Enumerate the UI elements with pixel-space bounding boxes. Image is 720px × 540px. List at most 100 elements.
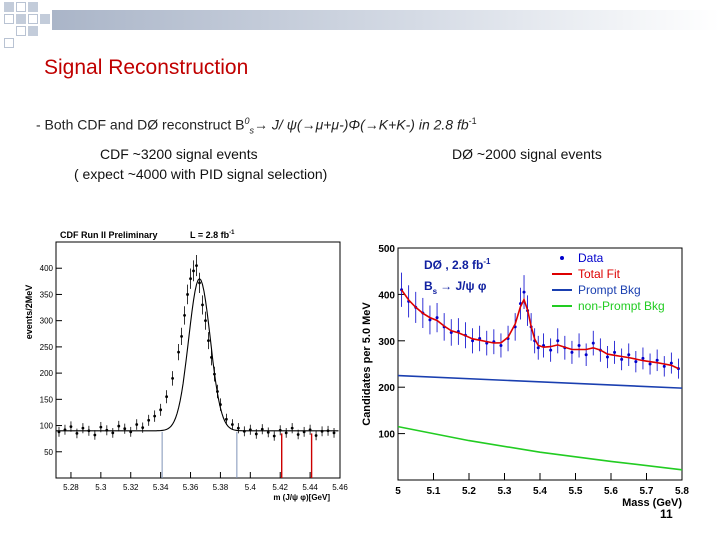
cdf-data-point xyxy=(171,376,174,380)
d0-x-tick-label: 5.3 xyxy=(498,486,512,497)
d0-y-tick-label: 100 xyxy=(378,430,395,441)
d0-x-tick-label: 5.4 xyxy=(533,486,547,497)
bullet-prefix: - Both CDF and DØ reconstruct B xyxy=(36,116,245,133)
cdf-data-point xyxy=(266,430,270,434)
cdf-data-point xyxy=(320,429,324,433)
d0-data-point xyxy=(613,350,617,354)
d0-x-tick-label: 5.1 xyxy=(427,486,441,497)
cdf-data-point xyxy=(302,430,306,434)
d0-data-point xyxy=(662,364,666,368)
cdf-ticks: 5.28 5.3 5.32 5.34 5.36 5.38 5.4 5.42 5.44 5.46 50… xyxy=(40,264,349,492)
d0-y-tick-label: 200 xyxy=(378,383,395,394)
cdf-data-point xyxy=(177,350,180,354)
page-number: 11 xyxy=(660,507,673,521)
cdf-data-point xyxy=(129,430,133,434)
cdf-data-point xyxy=(296,433,300,436)
cdf-y-tick-label: 350 xyxy=(40,290,54,299)
d0-data-point xyxy=(605,355,609,359)
d0-y-tick-label: 400 xyxy=(378,290,395,301)
cdf-data-point xyxy=(236,426,240,430)
cdf-data-point xyxy=(332,431,336,435)
cdf-data-point xyxy=(213,372,216,376)
d0-decay-label: Bs → J/ψ φ xyxy=(424,279,487,296)
cdf-data-point xyxy=(192,269,195,273)
cdf-data-point xyxy=(135,423,139,426)
d0-legend: Data Total Fit Prompt Bkg non-Prompt Bkg xyxy=(552,251,665,313)
d0-data-point xyxy=(577,343,581,347)
d0-legend-entry: Prompt Bkg xyxy=(578,283,641,297)
cdf-data-point xyxy=(87,429,91,433)
cdf-data-point xyxy=(225,417,228,421)
d0-legend-entry: Data xyxy=(578,251,604,265)
d0-prompt-bkg-line xyxy=(397,374,683,389)
d0-x-tick-label: 5.2 xyxy=(462,486,476,497)
cdf-data-point xyxy=(180,335,183,338)
cdf-data-point xyxy=(75,432,79,435)
d0-data-point xyxy=(669,361,673,365)
d0-data-point xyxy=(627,353,631,357)
cdf-x-tick-label: 5.42 xyxy=(272,483,288,492)
cdf-data-point xyxy=(216,390,219,393)
d0-data-point xyxy=(435,316,439,320)
d0-data-point xyxy=(641,356,645,360)
bullet-unit-sup: -1 xyxy=(468,116,477,126)
cdf-data-point xyxy=(186,293,189,296)
d0-decay-b: B xyxy=(424,279,433,293)
cdf-lumi-sup: -1 xyxy=(229,230,235,236)
cdf-x-tick-label: 5.38 xyxy=(213,483,229,492)
d0-events-label: DØ ~2000 signal events xyxy=(452,146,602,162)
cdf-x-tick-label: 5.28 xyxy=(63,483,79,492)
cdf-x-tick-label: 5.3 xyxy=(95,483,107,492)
cdf-data-point xyxy=(69,425,73,429)
cdf-data-point xyxy=(63,428,67,432)
corner-decoration xyxy=(0,0,60,48)
d0-y-tick-label: 300 xyxy=(378,337,395,348)
d0-ticks: 5 5.1 5.2 5.3 5.4 5.5 5.6 5.7 5.8 100 200 300 400 500 xyxy=(378,244,689,497)
cdf-data-point xyxy=(153,414,157,418)
cdf-data-point xyxy=(81,426,85,430)
cdf-data-point xyxy=(242,429,246,433)
d0-data-point xyxy=(471,339,475,343)
d0-x-tick-label: 5 xyxy=(395,486,401,497)
cdf-data-point xyxy=(219,403,222,406)
cdf-data-point xyxy=(189,277,192,281)
cdf-x-tick-label: 5.32 xyxy=(123,483,139,492)
d0-nonprompt-bkg-line xyxy=(397,425,683,471)
cdf-x-tick-label: 5.46 xyxy=(332,483,348,492)
cdf-data-point xyxy=(198,281,201,285)
cdf-data-point xyxy=(159,408,163,412)
d0-data-point xyxy=(591,341,595,345)
d0-data-point xyxy=(549,348,553,352)
cdf-data-point xyxy=(230,423,234,426)
cdf-y-tick-label: 50 xyxy=(44,448,53,457)
slide-title: Signal Reconstruction xyxy=(44,56,249,79)
bullet-text: - Both CDF and DØ reconstruct B0s→ J/ ψ(… xyxy=(36,116,477,135)
cdf-data-point xyxy=(207,339,210,342)
d0-ylabel: Candidates per 5.0 MeV xyxy=(361,302,373,426)
cdf-data-point xyxy=(99,425,103,429)
cdf-lumi-label: L = 2.8 fb xyxy=(190,230,230,240)
cdf-data-point xyxy=(210,355,213,359)
cdf-data-point xyxy=(284,431,288,435)
d0-decay-sub: s xyxy=(433,287,438,296)
d0-data-point xyxy=(570,350,574,354)
cdf-y-tick-label: 300 xyxy=(40,317,54,326)
cdf-y-tick-label: 400 xyxy=(40,264,54,273)
cdf-data-point xyxy=(290,426,294,430)
d0-x-tick-label: 5.6 xyxy=(604,486,618,497)
cdf-x-tick-label: 5.4 xyxy=(245,483,257,492)
cdf-data-point xyxy=(254,432,258,436)
d0-data-point xyxy=(584,353,588,357)
d0-x-tick-label: 5.5 xyxy=(569,486,583,497)
cdf-events-label: CDF ~3200 signal events xyxy=(100,146,258,162)
d0-decay-rest: → J/ψ φ xyxy=(440,279,487,293)
d0-data-point xyxy=(499,343,503,347)
cdf-x-tick-label: 5.44 xyxy=(302,483,318,492)
d0-legend-entry: Total Fit xyxy=(578,267,621,281)
cdf-window-lines xyxy=(161,431,313,478)
cdf-mass-plot: CDF Run II Preliminary L = 2.8 fb-1 even… xyxy=(24,230,349,502)
cdf-data-point xyxy=(272,434,276,438)
d0-data-point xyxy=(634,360,638,364)
cdf-data-point xyxy=(183,314,186,317)
cdf-y-tick-label: 150 xyxy=(40,395,54,404)
